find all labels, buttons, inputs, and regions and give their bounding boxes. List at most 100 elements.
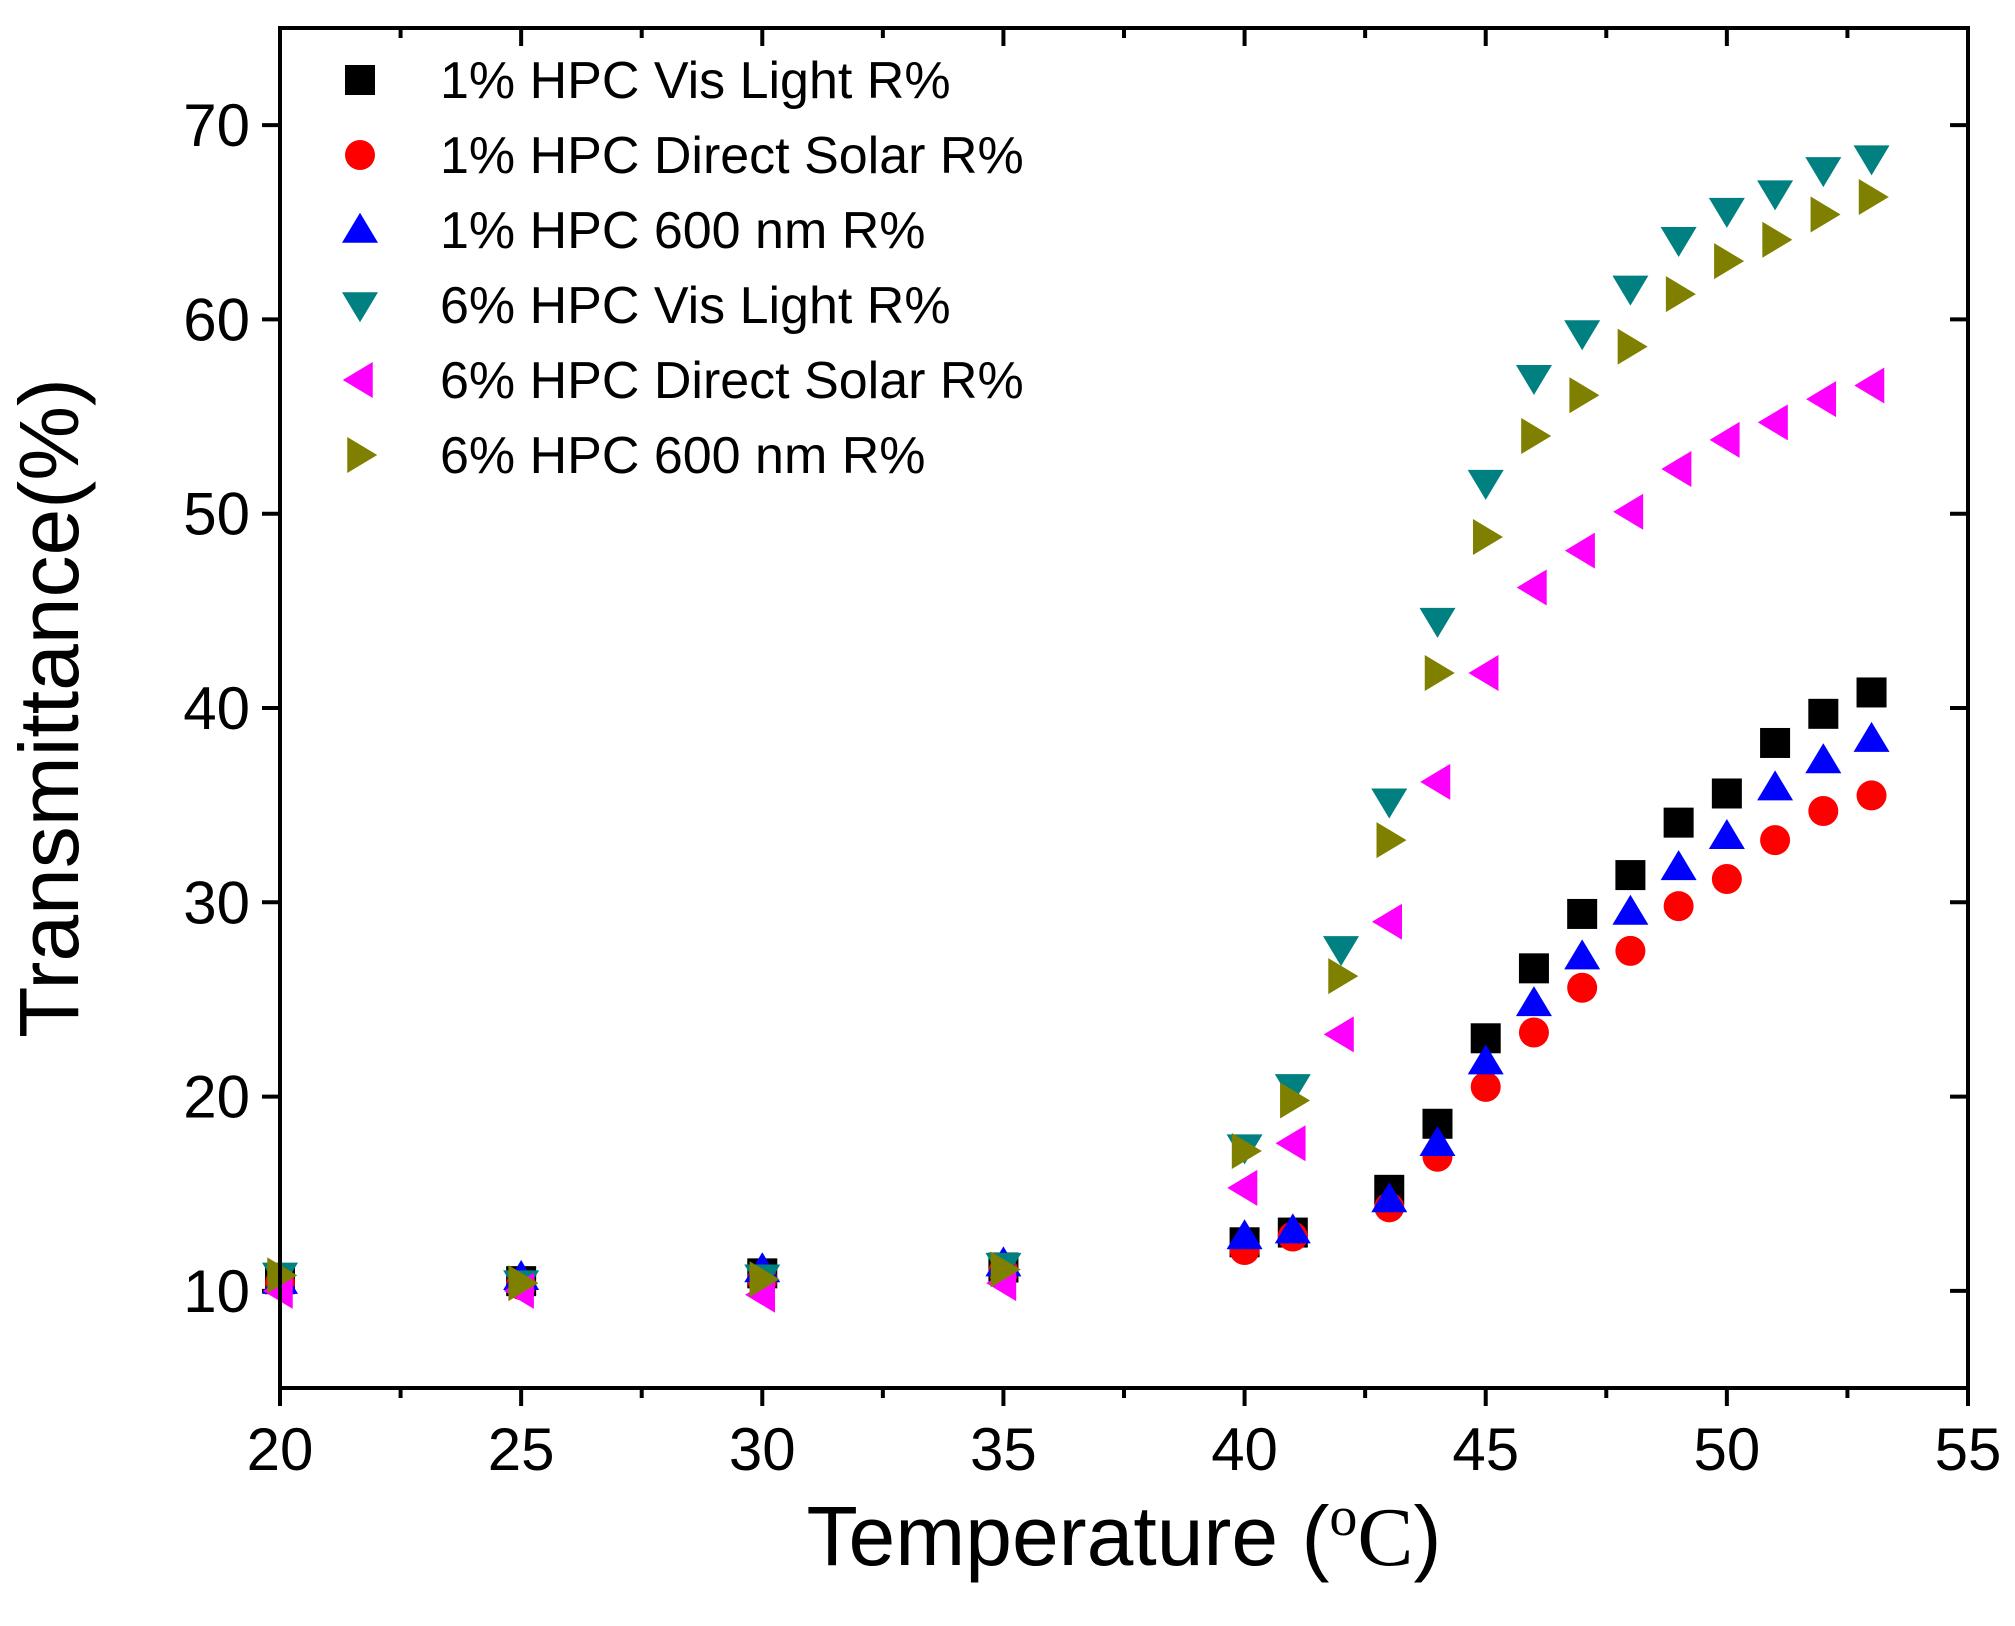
data-point-series-5 — [1372, 903, 1403, 940]
data-point-series-6 — [1762, 221, 1793, 258]
data-point-series-5 — [1468, 655, 1499, 692]
y-tick-label: 70 — [183, 92, 250, 159]
data-point-series-5 — [1227, 1169, 1258, 1206]
data-point-series-6 — [1424, 655, 1455, 692]
data-point-series-1 — [1567, 898, 1598, 929]
legend-marker-1 — [345, 65, 375, 95]
data-point-series-2 — [1711, 863, 1742, 894]
data-point-series-3 — [1274, 1213, 1311, 1244]
data-point-series-6 — [1280, 1082, 1311, 1119]
data-point-series-4 — [1467, 469, 1504, 500]
x-tick-label: 20 — [247, 1416, 314, 1483]
data-point-series-5 — [1420, 763, 1451, 800]
data-point-series-3 — [1419, 1125, 1456, 1156]
data-point-series-1 — [1808, 698, 1839, 729]
data-point-series-6 — [1617, 328, 1648, 365]
data-point-series-6 — [990, 1251, 1021, 1288]
legend-label-5: 6% HPC Direct Solar R% — [440, 352, 1024, 410]
data-point-series-3 — [1564, 939, 1601, 970]
data-point-series-2 — [1518, 1017, 1549, 1048]
data-point-series-4 — [1371, 788, 1408, 819]
data-point-series-2 — [1856, 780, 1887, 811]
x-tick-label: 45 — [1452, 1416, 1519, 1483]
tick-labels: 20 25 30 35 40 45 50 55 10 20 30 40 50 60 70 — [183, 92, 2001, 1483]
legend-label-4: 6% HPC Vis Light R% — [440, 277, 951, 335]
x-tick-label: 30 — [729, 1416, 796, 1483]
data-point-series-6 — [267, 1257, 298, 1294]
legend-marker-4 — [342, 292, 378, 323]
data-point-series-6 — [1858, 179, 1889, 216]
x-tick-label: 40 — [1211, 1416, 1278, 1483]
data-point-series-5 — [1709, 421, 1740, 458]
x-axis-unit-degree: o — [1329, 1486, 1357, 1548]
data-point-series-5 — [1516, 569, 1547, 606]
y-axis-title: Transmittance(%) — [2, 378, 96, 1038]
data-point-series-5 — [1757, 404, 1788, 441]
x-axis-title-text: Temperature ( — [807, 1489, 1330, 1583]
legend: 1% HPC Vis Light R% 1% HPC Direct Solar R… — [342, 52, 1024, 485]
legend-marker-3 — [342, 212, 378, 243]
data-point-series-6 — [1665, 276, 1696, 313]
data-point-series-1 — [1760, 727, 1791, 758]
legend-marker-2 — [345, 140, 375, 170]
data-point-series-5 — [1323, 1016, 1354, 1053]
data-point-series-4 — [1419, 607, 1456, 638]
data-point-series-3 — [1371, 1182, 1408, 1213]
data-point-series-1 — [1615, 860, 1646, 891]
data-point-series-6 — [508, 1265, 539, 1302]
data-point-series-4 — [1274, 1074, 1311, 1105]
data-point-series-4 — [1564, 320, 1601, 351]
data-point-series-4 — [1515, 364, 1552, 395]
data-point-series-2 — [1663, 891, 1694, 922]
y-tick-label: 60 — [183, 286, 250, 353]
data-point-series-1 — [1856, 677, 1887, 708]
data-point-series-2 — [1470, 1071, 1501, 1102]
data-point-series-6 — [1231, 1132, 1262, 1169]
data-point-series-6 — [1376, 822, 1407, 859]
x-axis-title-close: ) — [1413, 1489, 1441, 1583]
data-point-series-4 — [1323, 936, 1360, 967]
data-point-series-3 — [1660, 850, 1697, 881]
data-point-series-2 — [1567, 972, 1598, 1003]
y-tick-label: 50 — [183, 481, 250, 548]
data-point-series-3 — [1805, 743, 1842, 774]
x-tick-label: 55 — [1935, 1416, 2002, 1483]
data-point-series-4 — [1660, 227, 1697, 258]
data-point-series-5 — [1275, 1125, 1306, 1162]
x-tick-label: 50 — [1693, 1416, 1760, 1483]
data-point-series-2 — [1615, 935, 1646, 966]
y-tick-label: 20 — [183, 1064, 250, 1131]
data-point-series-3 — [1853, 721, 1890, 752]
data-point-series-6 — [749, 1261, 780, 1298]
data-point-series-4 — [1853, 145, 1890, 176]
data-point-series-4 — [1612, 275, 1649, 306]
legend-label-3: 1% HPC 600 nm R% — [440, 202, 926, 260]
data-point-series-1 — [1663, 807, 1694, 838]
legend-marker-6 — [347, 437, 378, 473]
data-point-series-6 — [1328, 958, 1359, 995]
data-point-series-5 — [1854, 367, 1885, 404]
data-point-series-5 — [1661, 451, 1692, 488]
x-axis-unit: C — [1357, 1491, 1413, 1584]
legend-label-2: 1% HPC Direct Solar R% — [440, 127, 1024, 185]
data-point-series-3 — [1757, 770, 1794, 801]
plot-frame — [278, 26, 1970, 1390]
data-point-series-3 — [1226, 1219, 1263, 1250]
data-point-series-2 — [1760, 825, 1791, 856]
data-point-series-3 — [1708, 818, 1745, 849]
data-point-series-3 — [1467, 1044, 1504, 1075]
data-point-series-3 — [1612, 894, 1649, 925]
data-point-series-1 — [1711, 778, 1742, 809]
legend-label-1: 1% HPC Vis Light R% — [440, 52, 951, 110]
x-tick-label: 25 — [488, 1416, 555, 1483]
data-point-series-5 — [1564, 532, 1595, 569]
y-tick-label: 30 — [183, 869, 250, 936]
x-axis-title: Temperature (oC) — [807, 1486, 1442, 1584]
data-point-series-1 — [1518, 953, 1549, 984]
data-point-series-2 — [1808, 795, 1839, 826]
y-tick-label: 40 — [183, 675, 250, 742]
data-point-series-4 — [1757, 180, 1794, 211]
data-point-series-4 — [1805, 157, 1842, 188]
data-point-series-3 — [1515, 986, 1552, 1017]
